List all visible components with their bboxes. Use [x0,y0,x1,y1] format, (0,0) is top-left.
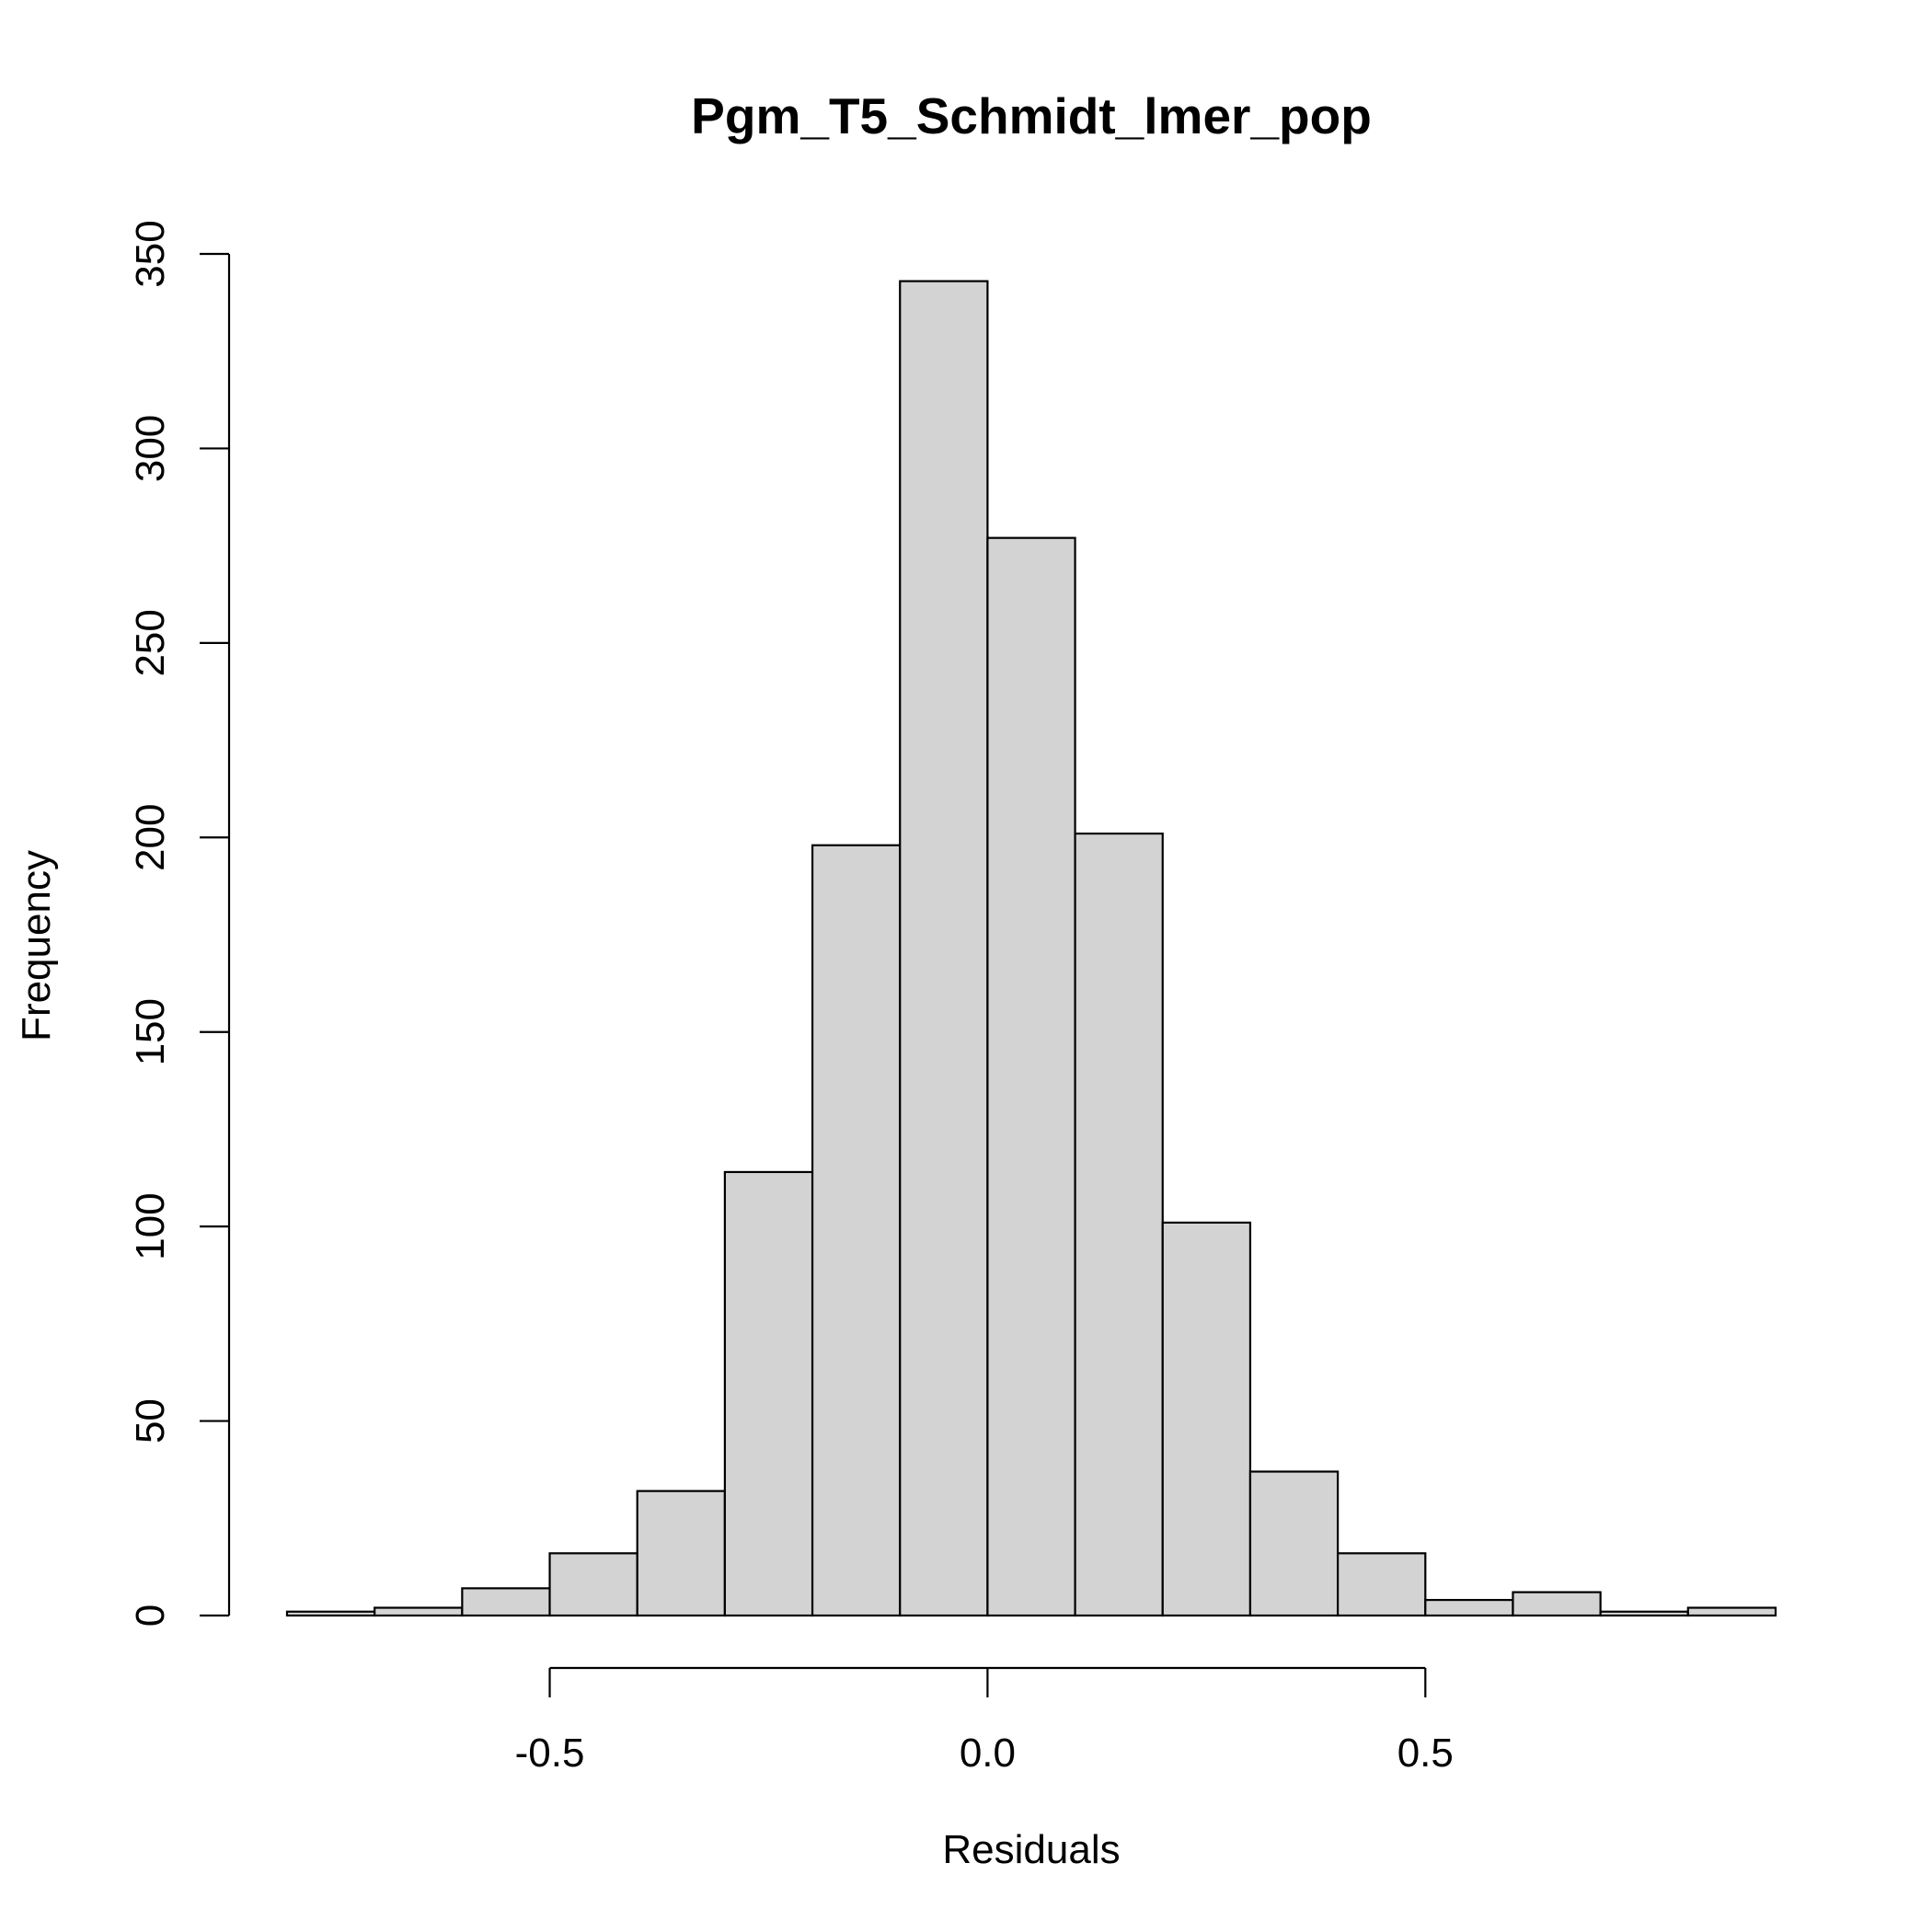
y-axis-title: Frequency [14,850,59,1041]
histogram-bar [986,536,1076,1617]
x-axis: -0.5 0.0 0.5 [515,1666,1454,1776]
histogram-bar [636,1489,726,1617]
histogram-bar [1248,1470,1340,1617]
y-tick-label: 100 [128,1192,173,1259]
y-axis: 0 50 100 150 200 250 300 350 [128,220,231,1627]
y-tick-label: 200 [128,804,173,871]
histogram-bar [811,844,902,1617]
bars-group [285,280,1777,1617]
histogram-bar [548,1552,638,1617]
histogram-bar [1161,1221,1252,1617]
histogram-bar [1337,1552,1427,1617]
histogram-bar [899,280,989,1617]
y-tick-label: 250 [128,609,173,676]
x-tick-label: 0.0 [960,1731,1016,1776]
histogram-bar [1512,1591,1602,1617]
y-tick-label: 300 [128,415,173,482]
x-tick-label: -0.5 [515,1731,585,1776]
y-tick-label: 0 [128,1604,173,1627]
chart-title: Pgm_T5_Schmidt_lmer_pop [691,87,1372,144]
y-tick-label: 50 [128,1398,173,1443]
histogram-bar [461,1587,551,1617]
x-tick-label: 0.5 [1397,1731,1454,1776]
histogram-bar [723,1170,814,1617]
y-tick-label: 150 [128,998,173,1065]
y-tick-label: 350 [128,220,173,287]
histogram-bar [1424,1598,1514,1617]
x-axis-title: Residuals [942,1827,1120,1872]
histogram-bar [1599,1610,1689,1617]
histogram-bar [285,1610,376,1617]
histogram-bar [1686,1606,1777,1617]
histogram-bar [374,1606,464,1617]
histogram-bar [1074,832,1164,1617]
